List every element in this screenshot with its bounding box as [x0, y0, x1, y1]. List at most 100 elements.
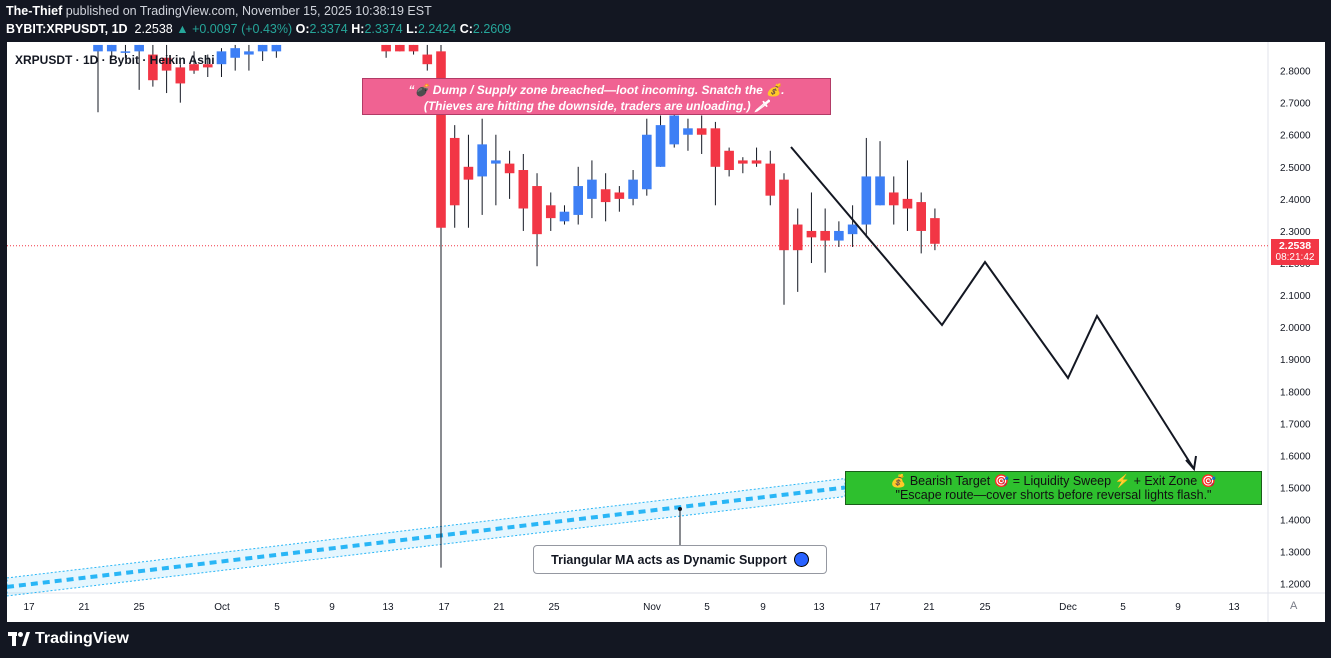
publish-info: The-Thief published on TradingView.com, … — [6, 4, 432, 18]
current-price-tag: 2.2538 08:21:42 — [1271, 239, 1319, 265]
y-tick-label: 1.7000 — [1280, 419, 1311, 430]
bearish-projection-path — [790, 146, 1195, 470]
y-tick-label: 2.5000 — [1280, 163, 1311, 174]
price-change: +0.0097 (+0.43%) — [192, 22, 293, 36]
x-tick-label: 21 — [923, 602, 935, 613]
candle-body — [202, 64, 213, 68]
candle-body — [161, 57, 172, 71]
x-tick-label: 13 — [382, 602, 394, 613]
triangular-ma-line — [7, 485, 846, 589]
candle-body — [861, 176, 872, 225]
candle-body — [806, 230, 817, 238]
candle-body — [120, 51, 131, 53]
candle-body — [408, 44, 419, 52]
y-tick-label: 2.0000 — [1280, 323, 1311, 334]
low-value: 2.2424 — [417, 22, 457, 36]
price-tag-value: 2.2538 — [1278, 240, 1312, 252]
candle-body — [902, 198, 913, 209]
y-tick-label: 1.3000 — [1280, 548, 1311, 559]
x-tick-label: 25 — [979, 602, 991, 613]
candle-body — [628, 179, 638, 199]
auto-scale-button[interactable]: A — [1290, 600, 1298, 612]
projection-arrowhead — [1185, 455, 1197, 472]
candle-body — [916, 202, 926, 231]
chart-legend-title[interactable]: XRPUSDT · 1D · Bybit · Heikin Ashi — [15, 53, 215, 67]
candle-body — [724, 150, 734, 171]
candle-body — [587, 179, 597, 199]
chart-frame[interactable]: 2.80002.70002.60002.50002.40002.30002.20… — [7, 42, 1325, 622]
candle-body — [559, 211, 570, 222]
candle-body — [436, 51, 446, 228]
x-tick-label: 5 — [1120, 602, 1126, 613]
candle-body — [751, 160, 762, 164]
high-value: 2.3374 — [364, 22, 403, 36]
ohlc-bar: BYBIT:XRPUSDT, 1D 2.2538 ▲ +0.0097 (+0.4… — [6, 22, 511, 36]
x-tick-label: 21 — [493, 602, 505, 613]
close-label: C: — [459, 22, 473, 36]
candle-body — [189, 64, 199, 71]
supply-zone-note[interactable]: “💣 Dump / Supply zone breached—loot inco… — [362, 78, 831, 115]
tradingview-logo[interactable]: TradingView — [8, 630, 129, 648]
low-label: L: — [406, 22, 418, 36]
candle-body — [381, 44, 391, 52]
candle-body — [271, 44, 282, 52]
published-text: published on TradingView.com, November 1… — [65, 4, 432, 18]
support-note-text: Triangular MA acts as Dynamic Support — [551, 552, 787, 567]
y-tick-label: 1.8000 — [1280, 387, 1311, 398]
x-tick-label: 17 — [438, 602, 450, 613]
x-tick-label: 5 — [274, 602, 280, 613]
supply-note-line1: “💣 Dump / Supply zone breached—loot inco… — [408, 83, 785, 97]
candle-body — [477, 144, 487, 177]
y-tick-label: 2.4000 — [1280, 195, 1311, 206]
y-tick-label: 1.4000 — [1280, 516, 1311, 527]
candle-body — [422, 54, 433, 65]
x-tick-label: 9 — [760, 602, 766, 613]
x-tick-label: 17 — [23, 602, 35, 613]
candle-body — [148, 54, 158, 81]
candle-body — [106, 44, 117, 52]
x-tick-label: 9 — [329, 602, 335, 613]
candle-body — [930, 218, 940, 244]
x-tick-label: Dec — [1059, 602, 1077, 613]
candle-body — [847, 224, 858, 235]
candle-body — [230, 48, 240, 58]
up-arrow-icon: ▲ — [176, 22, 189, 36]
publisher-name[interactable]: The-Thief — [6, 4, 63, 18]
symbol-label[interactable]: BYBIT:XRPUSDT, 1D — [6, 22, 128, 36]
bearish-target-note[interactable]: 💰 Bearish Target 🎯 = Liquidity Sweep ⚡ +… — [845, 471, 1262, 505]
target-note-line1: 💰 Bearish Target 🎯 = Liquidity Sweep ⚡ +… — [890, 474, 1217, 488]
candle-body — [244, 51, 254, 55]
chart-canvas[interactable]: 2.80002.70002.60002.50002.40002.30002.20… — [7, 42, 1325, 622]
last-price: 2.2538 — [134, 22, 173, 36]
candle-body — [573, 186, 583, 215]
y-tick-label: 2.7000 — [1280, 99, 1311, 110]
candle-body — [216, 51, 227, 65]
price-tag-countdown: 08:21:42 — [1275, 252, 1315, 263]
candle-body — [545, 205, 556, 219]
candle-body — [518, 170, 529, 209]
candle-body — [175, 67, 186, 84]
x-tick-label: Nov — [643, 602, 661, 613]
y-tick-label: 1.2000 — [1280, 580, 1311, 591]
target-note-line2: "Escape route—cover shorts before revers… — [895, 488, 1212, 502]
x-tick-label: 25 — [548, 602, 560, 613]
y-tick-label: 1.5000 — [1280, 484, 1311, 495]
open-label: O: — [295, 22, 310, 36]
y-tick-label: 1.6000 — [1280, 451, 1311, 462]
y-tick-label: 2.1000 — [1280, 291, 1311, 302]
candle-body — [669, 115, 680, 145]
blue-circle-icon — [793, 552, 809, 567]
x-tick-label: 17 — [869, 602, 881, 613]
candle-body — [710, 128, 721, 167]
candle-body — [888, 192, 899, 206]
candle-body — [683, 128, 693, 135]
candle-body — [600, 189, 611, 203]
dynamic-support-note[interactable]: Triangular MA acts as Dynamic Support — [533, 545, 827, 574]
candle-body — [834, 230, 844, 241]
close-value: 2.2609 — [472, 22, 512, 36]
candle-body — [504, 163, 515, 174]
candle-body — [491, 160, 501, 164]
plot-background — [7, 42, 1325, 622]
candle-body — [395, 44, 405, 52]
candle-body — [93, 44, 103, 52]
